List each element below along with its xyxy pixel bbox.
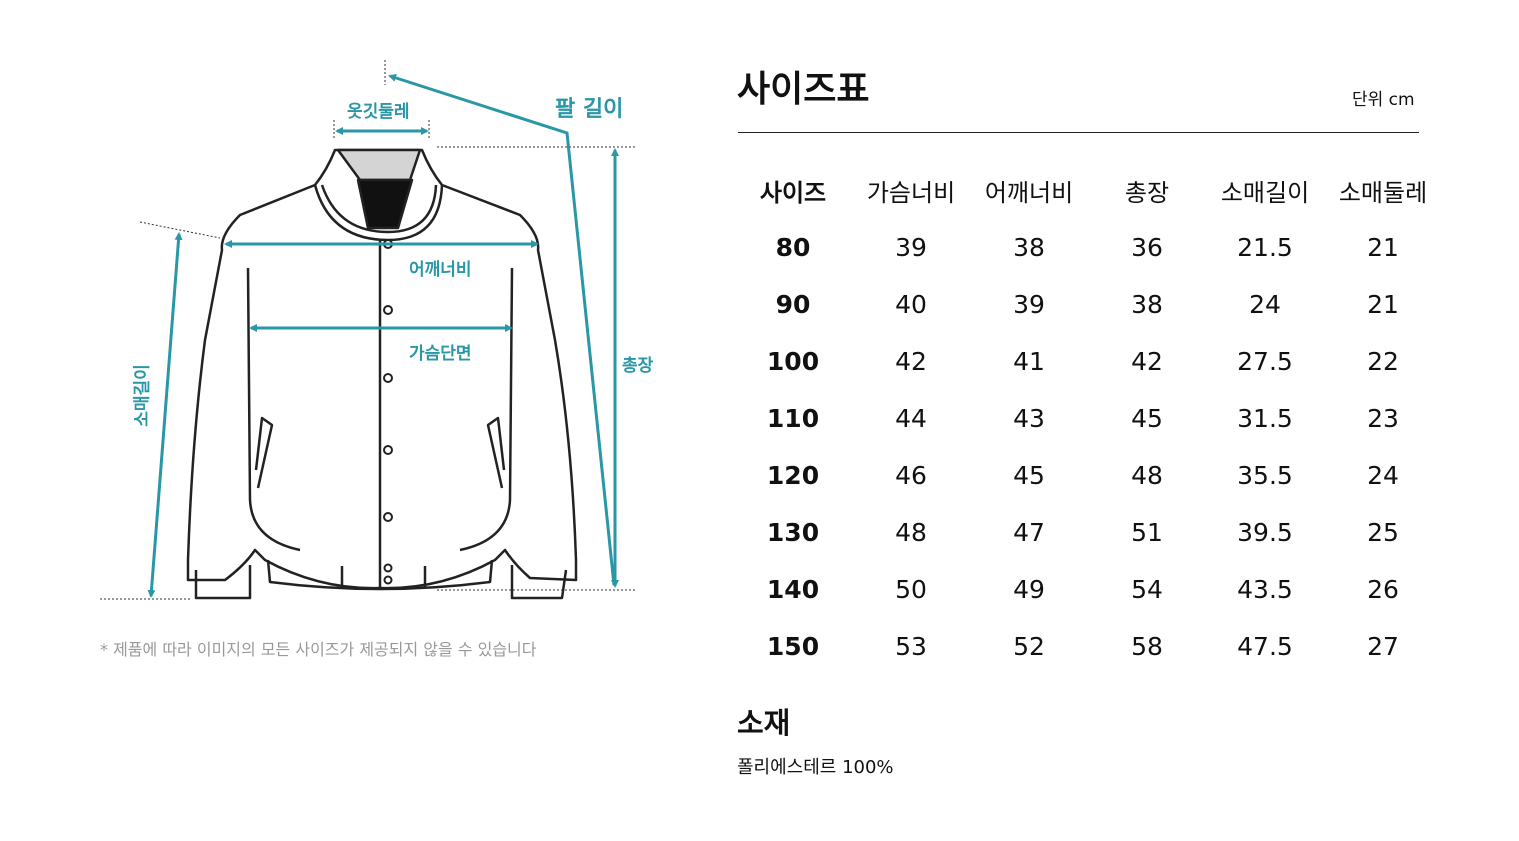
table-cell: 39	[1013, 290, 1045, 319]
table-cell: 48	[895, 518, 927, 547]
table-row: 80 39 38 36 21.5 21	[734, 219, 1442, 276]
table-cell: 41	[1013, 347, 1045, 376]
table-cell: 23	[1367, 404, 1399, 433]
table-row: 90 40 39 38 24 21	[734, 276, 1442, 333]
sleeve-length-label: 소매길이	[132, 364, 153, 427]
table-cell: 39.5	[1237, 518, 1293, 547]
table-cell: 42	[1131, 347, 1163, 376]
table-cell: 54	[1131, 575, 1163, 604]
table-cell: 53	[895, 632, 927, 661]
table-cell: 49	[1013, 575, 1045, 604]
jacket-outline	[186, 148, 578, 600]
arm-length-label: 팔 길이	[555, 97, 624, 122]
column-header: 가슴너비	[866, 179, 956, 207]
table-row: 110 44 43 45 31.5 23	[734, 390, 1442, 447]
table-header-row: 사이즈 가슴너비 어깨너비 총장 소매길이 소매둘레	[734, 162, 1442, 219]
table-cell: 50	[895, 575, 927, 604]
divider	[738, 132, 1419, 133]
chest-label: 가슴단면	[409, 344, 472, 364]
table-cell: 25	[1367, 518, 1399, 547]
table-row: 120 46 45 48 35.5 24	[734, 447, 1442, 504]
unit-label: 단위 cm	[1352, 90, 1415, 110]
table-cell: 43	[1013, 404, 1045, 433]
table-row: 140 50 49 54 43.5 26	[734, 561, 1442, 618]
table-cell: 45	[1013, 461, 1045, 490]
column-header: 소매둘레	[1338, 179, 1428, 207]
arm-length-arrow	[388, 74, 616, 586]
size-cell: 110	[766, 404, 820, 433]
material-value: 폴리에스테르 100%	[737, 757, 894, 778]
guide-lines	[100, 60, 635, 600]
table-cell: 27	[1367, 632, 1399, 661]
table-row: 100 42 41 42 27.5 22	[734, 333, 1442, 390]
table-cell: 21.5	[1237, 233, 1293, 262]
table-cell: 40	[895, 290, 927, 319]
size-cell: 140	[766, 575, 820, 604]
table-cell: 51	[1131, 518, 1163, 547]
table-cell: 38	[1013, 233, 1045, 262]
size-note: * 제품에 따라 이미지의 모든 사이즈가 제공되지 않을 수 있습니다	[100, 640, 537, 659]
table-cell: 36	[1131, 233, 1163, 262]
size-cell: 150	[766, 632, 820, 661]
measure-arrows	[147, 74, 619, 598]
table-cell: 48	[1131, 461, 1163, 490]
page-title: 사이즈표	[737, 69, 870, 110]
table-cell: 47	[1013, 518, 1045, 547]
table-cell: 44	[895, 404, 927, 433]
size-cell: 130	[766, 518, 820, 547]
table-cell: 58	[1131, 632, 1163, 661]
table-cell: 24	[1249, 290, 1281, 319]
size-cell: 80	[775, 233, 811, 262]
table-cell: 38	[1131, 290, 1163, 319]
column-header: 소매길이	[1220, 179, 1310, 207]
table-cell: 24	[1367, 461, 1399, 490]
table-cell: 45	[1131, 404, 1163, 433]
total-length-label: 총장	[622, 356, 654, 376]
size-cell: 100	[766, 347, 820, 376]
table-cell: 22	[1367, 347, 1399, 376]
jacket-diagram	[100, 60, 635, 600]
size-cell: 120	[766, 461, 820, 490]
column-header: 총장	[1124, 179, 1170, 207]
table-cell: 21	[1367, 233, 1399, 262]
table-cell: 31.5	[1237, 404, 1293, 433]
table-cell: 52	[1013, 632, 1045, 661]
table-cell: 46	[895, 461, 927, 490]
table-cell: 27.5	[1237, 347, 1293, 376]
column-header: 사이즈	[759, 179, 827, 207]
shoulder-label: 어깨너비	[409, 260, 472, 280]
table-cell: 39	[895, 233, 927, 262]
size-table: 사이즈 가슴너비 어깨너비 총장 소매길이 소매둘레 80 39 38 36 21.5 21 90 40…	[734, 162, 1442, 675]
table-row: 130 48 47 51 39.5 25	[734, 504, 1442, 561]
table-cell: 35.5	[1237, 461, 1293, 490]
table-cell: 42	[895, 347, 927, 376]
table-cell: 43.5	[1237, 575, 1293, 604]
size-cell: 90	[775, 290, 811, 319]
table-cell: 26	[1367, 575, 1399, 604]
table-row: 150 53 52 58 47.5 27	[734, 618, 1442, 675]
material-title: 소재	[737, 706, 791, 740]
column-header: 어깨너비	[984, 179, 1074, 207]
table-cell: 21	[1367, 290, 1399, 319]
table-cell: 47.5	[1237, 632, 1293, 661]
collar-label: 옷깃둘레	[347, 102, 410, 122]
sleeve-length-arrow	[147, 232, 183, 598]
